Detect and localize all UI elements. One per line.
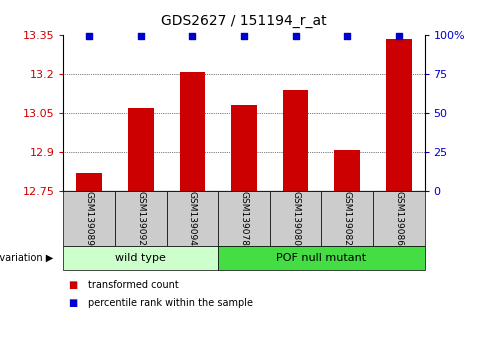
Text: percentile rank within the sample: percentile rank within the sample xyxy=(88,298,253,308)
Text: GDS2627 / 151194_r_at: GDS2627 / 151194_r_at xyxy=(161,14,327,28)
Point xyxy=(395,33,403,39)
Text: ■: ■ xyxy=(68,298,78,308)
Point xyxy=(292,33,300,39)
Text: ■: ■ xyxy=(68,280,78,290)
Text: GSM139086: GSM139086 xyxy=(394,191,403,246)
Text: GSM139078: GSM139078 xyxy=(240,191,248,246)
Point xyxy=(85,33,93,39)
Bar xyxy=(231,105,257,191)
Text: POF null mutant: POF null mutant xyxy=(276,253,366,263)
Point xyxy=(240,33,248,39)
Text: wild type: wild type xyxy=(115,253,166,263)
Bar xyxy=(283,90,308,191)
Text: GSM139089: GSM139089 xyxy=(85,191,94,246)
Bar xyxy=(76,173,102,191)
Bar xyxy=(334,150,360,191)
Bar xyxy=(180,72,205,191)
Point xyxy=(343,33,351,39)
Text: genotype/variation ▶: genotype/variation ▶ xyxy=(0,253,54,263)
Point xyxy=(137,33,145,39)
Bar xyxy=(128,108,154,191)
Text: GSM139080: GSM139080 xyxy=(291,191,300,246)
Text: GSM139094: GSM139094 xyxy=(188,191,197,246)
Text: GSM139082: GSM139082 xyxy=(343,191,352,246)
Bar xyxy=(386,39,412,191)
Text: transformed count: transformed count xyxy=(88,280,179,290)
Point xyxy=(188,33,196,39)
Text: GSM139092: GSM139092 xyxy=(136,191,145,246)
